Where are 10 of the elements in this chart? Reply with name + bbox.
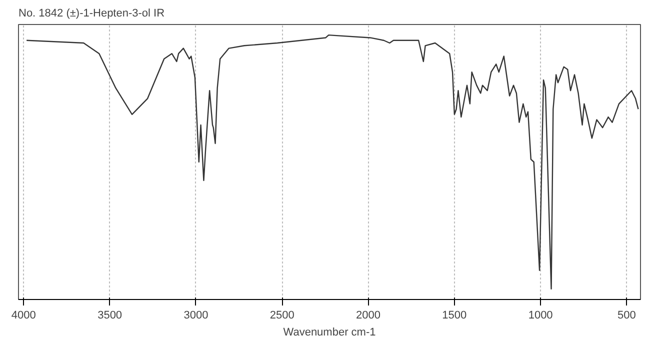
x-tick-label: 2500 — [270, 310, 294, 322]
x-axis-title: Wavenumber cm-1 — [283, 326, 376, 338]
x-tick-label: 1000 — [528, 310, 553, 322]
chart-title: No. 1842 (±)-1-Hepten-3-ol IR — [18, 8, 165, 20]
x-tick-label: 3000 — [184, 310, 208, 322]
x-tick-label: 2000 — [356, 310, 381, 322]
x-tick-label: 3500 — [98, 310, 122, 322]
x-tick-label: 500 — [618, 310, 636, 322]
x-tick-label: 4000 — [11, 310, 36, 322]
x-tick-label: 1500 — [442, 310, 467, 322]
